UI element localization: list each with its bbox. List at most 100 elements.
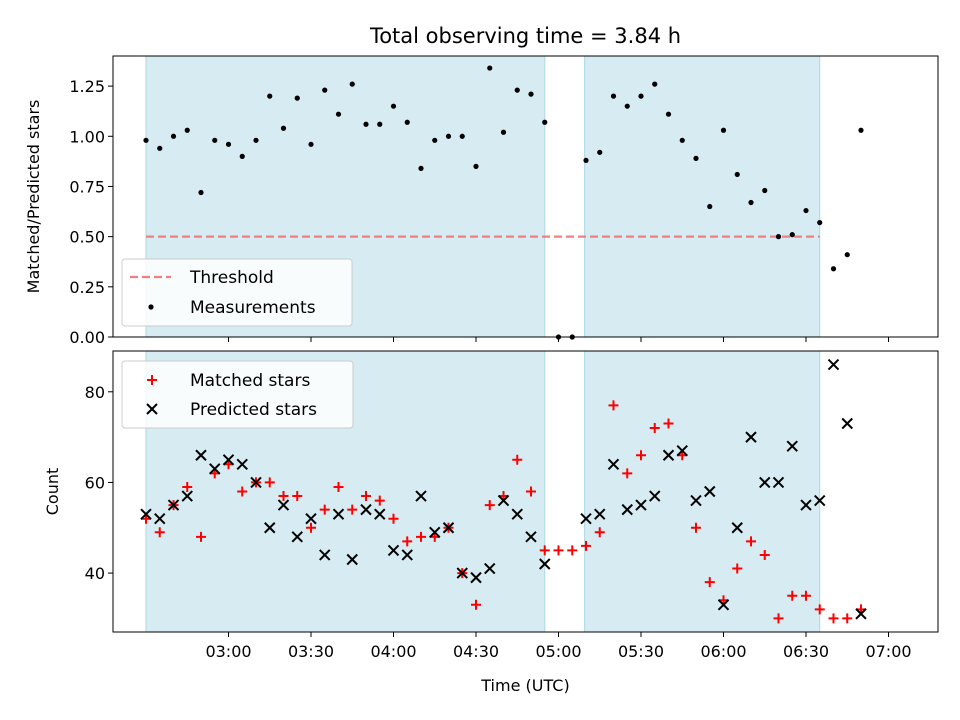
x-tick-label: 03:30 — [288, 642, 334, 661]
predicted-point — [401, 549, 413, 561]
measurement-point — [638, 93, 644, 99]
observing-span-2 — [584, 350, 821, 633]
legend: Matched stars Predicted stars — [121, 360, 354, 429]
measurement-point — [624, 103, 630, 109]
measurement-point — [280, 125, 287, 131]
x-tick-label: 07:00 — [865, 642, 911, 661]
matched-point — [347, 504, 358, 515]
predicted-point — [387, 544, 400, 557]
matched-point — [828, 613, 839, 624]
predicted-point — [814, 494, 826, 507]
matched-point — [787, 590, 798, 601]
x-tick-label: 05:30 — [618, 642, 664, 661]
y-tick-label: 80 — [85, 383, 105, 402]
predicted-point — [841, 417, 853, 430]
measurement-point — [748, 199, 754, 206]
y-tick-label: 0.50 — [69, 228, 105, 247]
series-matched-stars — [141, 400, 866, 624]
measurement-point — [542, 119, 548, 125]
x-tick-label: 06:00 — [700, 642, 746, 661]
y-tick-label: 60 — [85, 473, 105, 492]
matched-point — [237, 486, 248, 497]
measurement-point — [707, 203, 713, 210]
predicted-point — [855, 608, 867, 620]
predicted-point — [222, 454, 235, 466]
matched-point — [360, 491, 371, 502]
legend-box — [121, 360, 354, 429]
measurement-point — [157, 145, 163, 151]
y-tick-label: 1.00 — [69, 127, 105, 146]
measurement-point — [363, 121, 369, 127]
measurement-point — [308, 141, 314, 147]
legend-threshold-label: Threshold — [189, 268, 274, 288]
y-tick-label: 0.25 — [69, 278, 105, 297]
measurement-point — [844, 252, 850, 258]
matched-point — [264, 477, 275, 488]
measurement-point — [665, 111, 672, 117]
matched-point — [773, 613, 784, 624]
matched-point — [608, 400, 619, 411]
predicted-point — [277, 499, 290, 511]
predicted-point — [429, 526, 441, 538]
axes-frame — [112, 55, 939, 338]
predicted-point — [154, 512, 166, 525]
matched-point — [801, 590, 811, 601]
predicted-point — [442, 522, 455, 534]
measurement-point — [170, 133, 177, 139]
measurement-point — [473, 163, 479, 169]
predicted-point — [346, 553, 358, 566]
predicted-point — [497, 494, 510, 507]
predicted-point — [621, 503, 633, 516]
legend-predicted-swatch — [146, 403, 158, 415]
measurement-point — [335, 111, 342, 117]
predicted-point — [319, 549, 331, 561]
matched-point — [539, 545, 550, 556]
matched-point — [306, 522, 316, 533]
measurement-point — [775, 234, 782, 240]
measurement-point — [803, 207, 809, 214]
predicted-point — [236, 458, 248, 471]
legend: Threshold Measurements — [121, 258, 353, 327]
legend-measurement-swatch — [148, 304, 154, 310]
chart-title: Total observing time = 3.84 h — [369, 24, 681, 48]
matched-point — [292, 491, 303, 502]
measurement-point — [322, 87, 328, 93]
measurement-point — [762, 187, 768, 194]
predicted-point — [649, 490, 661, 502]
y-tick-label: 40 — [85, 564, 105, 583]
x-axis-label: Time (UTC) — [480, 676, 569, 695]
predicted-point — [250, 476, 262, 489]
measurement-point — [267, 93, 273, 99]
ratio-panel: 0.00 0.25 0.50 0.75 1.00 1.25 Total observing … — [24, 24, 939, 347]
matched-point — [842, 613, 853, 624]
measurement-point — [583, 157, 589, 163]
matched-point — [636, 450, 646, 461]
legend-measurements-label: Measurements — [190, 298, 316, 318]
series-measurements — [143, 65, 864, 340]
x-tick-label: 06:30 — [783, 642, 829, 661]
matched-point — [182, 481, 193, 492]
predicted-point — [374, 508, 386, 520]
predicted-point — [676, 445, 688, 457]
y-tick-label: 1.25 — [69, 77, 105, 96]
x-tick-label: 04:30 — [453, 642, 499, 661]
measurement-point — [184, 127, 190, 133]
y-axis-label: Count — [43, 468, 62, 516]
x-tick-label: 03:00 — [205, 642, 251, 661]
predicted-point — [580, 512, 592, 525]
predicted-point — [690, 494, 702, 507]
y-tick-label: 0.00 — [69, 328, 105, 347]
predicted-point — [594, 508, 606, 520]
matched-point — [154, 527, 165, 538]
predicted-point — [209, 463, 221, 475]
matched-point — [333, 481, 344, 492]
predicted-point — [181, 490, 193, 502]
predicted-point — [786, 440, 798, 452]
predicted-point — [415, 490, 427, 502]
x-tick-label: 04:00 — [370, 642, 416, 661]
measurement-point — [597, 149, 603, 155]
matched-point — [484, 500, 495, 511]
matched-point — [704, 577, 715, 588]
measurement-point — [528, 91, 534, 97]
